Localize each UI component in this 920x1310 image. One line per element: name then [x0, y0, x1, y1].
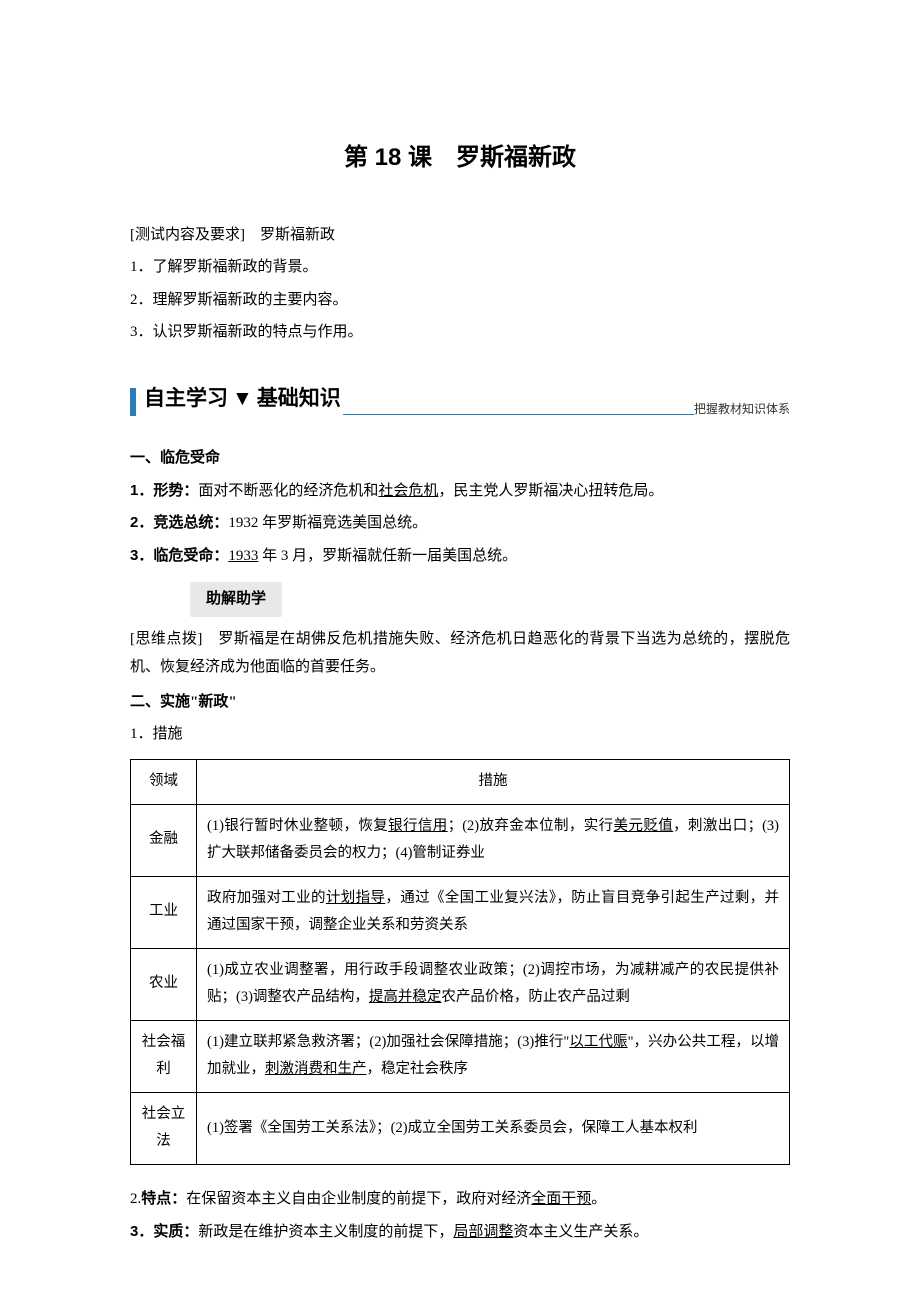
- text: 政府加强对工业的: [207, 890, 326, 906]
- label: 3．临危受命：: [130, 547, 228, 564]
- text-underline: 提高并稳定: [369, 989, 442, 1005]
- text: 农产品价格，防止农产品过剩: [441, 989, 630, 1005]
- section-title-right: 基础知识: [257, 379, 341, 419]
- table-cell-content: (1)建立联邦紧急救济署；(2)加强社会保障措施；(3)推行"以工代赈"，兴办公…: [197, 1020, 790, 1092]
- table-row: 金融(1)银行暂时休业整顿，恢复银行信用；(2)放弃金本位制，实行美元贬值，刺激…: [131, 804, 790, 876]
- text: (1)签署《全国劳工关系法》；(2)成立全国劳工关系委员会，保障工人基本权利: [207, 1120, 698, 1136]
- sec2-sub1: 1．措施: [130, 720, 790, 749]
- table-header: 领域: [131, 759, 197, 804]
- table-cell-content: (1)银行暂时休业整顿，恢复银行信用；(2)放弃金本位制，实行美元贬值，刺激出口…: [197, 804, 790, 876]
- measures-table: 领域 措施 金融(1)银行暂时休业整顿，恢复银行信用；(2)放弃金本位制，实行美…: [130, 759, 790, 1165]
- text-underline: 美元贬值: [614, 818, 674, 834]
- table-row: 农业(1)成立农业调整署，用行政手段调整农业政策；(2)调控市场，为减耕减产的农…: [131, 948, 790, 1020]
- test-item: 1．了解罗斯福新政的背景。: [130, 253, 790, 282]
- triangle-down-icon: ▼: [232, 379, 253, 419]
- text: (1)建立联邦紧急救济署；(2)加强社会保障措施；(3)推行": [207, 1034, 569, 1050]
- table-header: 措施: [197, 759, 790, 804]
- text: 年 3 月，罗斯福就任新一届美国总统。: [258, 548, 517, 564]
- sec1-p1: 1．形势：面对不断恶化的经济危机和社会危机，民主党人罗斯福决心扭转危局。: [130, 477, 790, 506]
- text: ；(2)放弃金本位制，实行: [448, 818, 614, 834]
- text-underline: 1933: [228, 548, 258, 564]
- label: 1．形势：: [130, 482, 198, 499]
- text-underline: 全面干预: [531, 1191, 591, 1207]
- table-cell-label: 农业: [131, 948, 197, 1020]
- sec1-p2: 2．竞选总统：1932 年罗斯福竞选美国总统。: [130, 509, 790, 538]
- section-title-left: 自主学习: [144, 379, 228, 419]
- accent-bar-icon: [130, 388, 136, 416]
- text: ，稳定社会秩序: [367, 1061, 469, 1077]
- sec1-p3: 3．临危受命：1933 年 3 月，罗斯福就任新一届美国总统。: [130, 542, 790, 571]
- table-cell-label: 社会福利: [131, 1020, 197, 1092]
- page-title: 第 18 课 罗斯福新政: [130, 135, 790, 181]
- text: (1)银行暂时休业整顿，恢复: [207, 818, 388, 834]
- sec2-heading: 二、实施"新政": [130, 688, 790, 717]
- hint-text: 罗斯福是在胡佛反危机措施失败、经济危机日趋恶化的背景下当选为总统的，摆脱危机、恢…: [130, 631, 790, 676]
- text: 面对不断恶化的经济危机和: [198, 483, 378, 499]
- text: 1932 年罗斯福竞选美国总统。: [228, 515, 427, 531]
- table-cell-label: 社会立法: [131, 1092, 197, 1164]
- section-bar: 自主学习 ▼ 基础知识 把握教材知识体系: [130, 377, 790, 417]
- text-underline: 银行信用: [388, 818, 448, 834]
- table-header-row: 领域 措施: [131, 759, 790, 804]
- label: 2．竞选总统：: [130, 514, 228, 531]
- table-row: 工业政府加强对工业的计划指导，通过《全国工业复兴法》，防止盲目竞争引起生产过剩，…: [131, 876, 790, 948]
- hint-para: [思维点拨] 罗斯福是在胡佛反危机措施失败、经济危机日趋恶化的背景下当选为总统的…: [130, 625, 790, 682]
- table-cell-label: 金融: [131, 804, 197, 876]
- label: 特点：: [141, 1190, 186, 1207]
- text-underline: 社会危机: [378, 483, 438, 499]
- text: ，民主党人罗斯福决心扭转危局。: [438, 483, 663, 499]
- text: 资本主义生产关系。: [513, 1224, 648, 1240]
- text: 。: [591, 1191, 606, 1207]
- text-underline: 以工代赈: [569, 1034, 627, 1050]
- text-underline: 局部调整: [453, 1224, 513, 1240]
- table-cell-content: (1)成立农业调整署，用行政手段调整农业政策；(2)调控市场，为减耕减产的农民提…: [197, 948, 790, 1020]
- text: 在保留资本主义自由企业制度的前提下，政府对经济: [186, 1191, 531, 1207]
- helper-tag: 助解助学: [190, 582, 282, 617]
- sec1-heading: 一、临危受命: [130, 444, 790, 473]
- text-underline: 刺激消费和生产: [265, 1061, 367, 1077]
- text: 2.: [130, 1191, 141, 1207]
- point3: 3．实质：新政是在维护资本主义制度的前提下，局部调整资本主义生产关系。: [130, 1218, 790, 1247]
- table-row: 社会立法 (1)签署《全国劳工关系法》；(2)成立全国劳工关系委员会，保障工人基本…: [131, 1092, 790, 1164]
- test-header: [测试内容及要求] 罗斯福新政: [130, 221, 790, 250]
- table-cell-content: (1)签署《全国劳工关系法》；(2)成立全国劳工关系委员会，保障工人基本权利: [197, 1092, 790, 1164]
- section-caption: 把握教材知识体系: [694, 398, 790, 421]
- section-underline: [343, 414, 694, 415]
- table-row: 社会福利(1)建立联邦紧急救济署；(2)加强社会保障措施；(3)推行"以工代赈"…: [131, 1020, 790, 1092]
- hint-label: [思维点拨]: [130, 631, 202, 647]
- test-item: 2．理解罗斯福新政的主要内容。: [130, 286, 790, 315]
- text-underline: 计划指导: [326, 890, 385, 906]
- test-item: 3．认识罗斯福新政的特点与作用。: [130, 318, 790, 347]
- label: 3．实质：: [130, 1223, 198, 1240]
- table-cell-label: 工业: [131, 876, 197, 948]
- table-cell-content: 政府加强对工业的计划指导，通过《全国工业复兴法》，防止盲目竞争引起生产过剩，并通…: [197, 876, 790, 948]
- point2: 2.特点：在保留资本主义自由企业制度的前提下，政府对经济全面干预。: [130, 1185, 790, 1214]
- text: 新政是在维护资本主义制度的前提下，: [198, 1224, 453, 1240]
